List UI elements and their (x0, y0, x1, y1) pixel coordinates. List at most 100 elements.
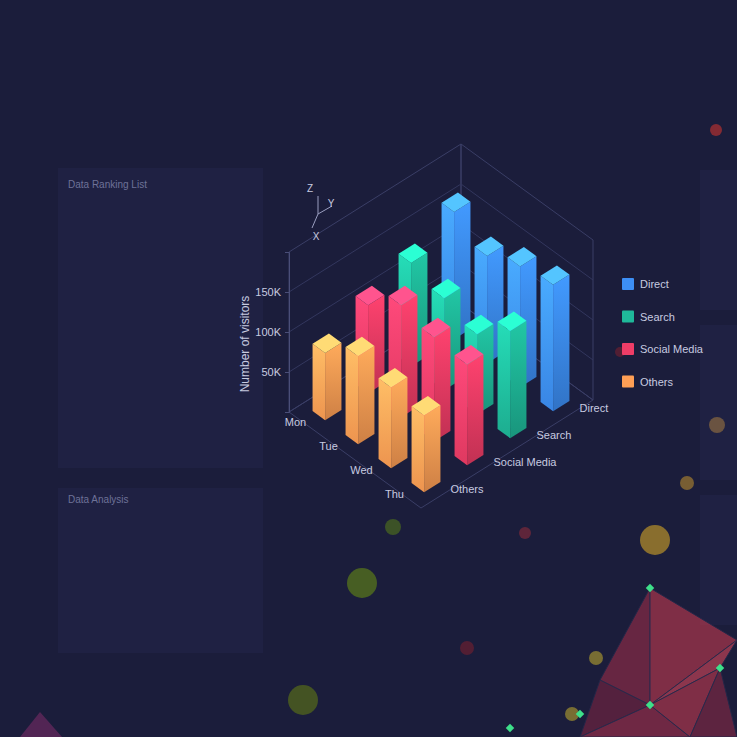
tick-mark (285, 372, 289, 373)
bar-top (379, 368, 408, 387)
bar-face (467, 354, 483, 465)
node (576, 710, 584, 718)
bokeh (385, 519, 401, 535)
tick: 50K (261, 366, 289, 378)
bokeh (640, 525, 670, 555)
bar-face (412, 406, 425, 492)
legend-swatch (622, 376, 634, 388)
canvas: Data Ranking List Data Analysis 50K 100K 150… (0, 0, 737, 737)
bar-top (508, 247, 537, 266)
bokeh (519, 527, 531, 539)
panel (58, 168, 263, 468)
bokeh (288, 685, 318, 715)
bar-top (399, 244, 428, 263)
bar (455, 345, 484, 465)
bar-face (391, 377, 407, 468)
series-label: Direct (580, 402, 609, 414)
bar-face (541, 276, 554, 412)
bar-face (379, 378, 392, 468)
panel (700, 325, 737, 480)
legend-swatch (622, 343, 634, 355)
walls (289, 144, 593, 508)
tick: 150K (255, 286, 289, 298)
legend-label: Others (640, 376, 674, 388)
node (646, 584, 654, 592)
bar (412, 396, 441, 492)
bar-top (412, 396, 441, 415)
bokeh (460, 641, 474, 655)
panel (700, 170, 737, 310)
tick-label: 100K (255, 326, 281, 338)
bar-top (455, 345, 484, 364)
category-label: Thu (385, 488, 404, 500)
axis-icon-label: Y (328, 198, 335, 209)
bar-face (553, 275, 569, 412)
axis-icon-label: Z (307, 183, 313, 194)
legend-swatch (622, 311, 634, 323)
axis-icon-line (318, 196, 319, 214)
bar-face (424, 405, 440, 492)
bokeh (347, 568, 377, 598)
node (646, 701, 654, 709)
tick-mark (285, 292, 289, 293)
bar-top (475, 237, 504, 256)
legend: Direct Search Social Media Others (622, 278, 704, 388)
panel (700, 495, 737, 625)
bokeh (589, 651, 603, 665)
bar-top (541, 265, 570, 284)
legend-swatch (622, 278, 634, 290)
chart: 50K 100K 150KNumber of visitors Mon Tue Wed Th… (238, 144, 608, 508)
node (716, 664, 724, 672)
series-label: Search (537, 429, 572, 441)
bar (541, 265, 570, 411)
bar-face (498, 322, 511, 438)
category-label: Tue (319, 440, 338, 452)
bokeh (710, 124, 722, 136)
bar-face (313, 344, 326, 420)
bar (313, 334, 342, 421)
tick-label: 150K (255, 286, 281, 298)
bokeh (709, 417, 725, 433)
bar-top (442, 193, 471, 212)
axis-title: Number of visitors (238, 296, 252, 393)
bar-face (510, 321, 526, 438)
bar-top (432, 279, 461, 298)
tick: 100K (255, 326, 289, 338)
category-label: Wed (350, 464, 372, 476)
bokeh (680, 476, 694, 490)
bar (346, 337, 375, 444)
tick-label: 50K (261, 366, 281, 378)
bar-face (346, 347, 359, 444)
axis-icon-label: X (313, 231, 320, 242)
axis-icon-line (312, 214, 318, 228)
legend-label: Social Media (640, 343, 704, 355)
bars (313, 193, 570, 493)
bar-face (325, 343, 341, 420)
bar-top (498, 312, 527, 331)
decoration: Data Ranking List Data Analysis (20, 124, 737, 737)
panel-title: Data Analysis (68, 494, 129, 505)
legend-label: Direct (640, 278, 669, 290)
series-label: Social Media (494, 456, 558, 468)
bar-face (455, 355, 468, 465)
axis-line (285, 253, 290, 413)
category-label: Mon (285, 416, 306, 428)
bar-top (422, 318, 451, 337)
node (506, 724, 514, 732)
tick-mark (285, 332, 289, 333)
low-poly (20, 712, 62, 737)
background (0, 0, 737, 737)
y-axis: 50K 100K 150K (255, 253, 289, 413)
low-poly (690, 668, 737, 737)
grid-line (289, 184, 593, 292)
legend-label: Search (640, 311, 675, 323)
bar-top (356, 286, 385, 305)
bar (379, 368, 408, 468)
bar-top (389, 286, 418, 305)
bar-top (465, 315, 494, 334)
bar (498, 312, 527, 439)
bar-face (358, 346, 374, 444)
bar-top (313, 334, 342, 353)
axis-icon: X Y Z (307, 183, 335, 242)
panel-title: Data Ranking List (68, 179, 147, 190)
